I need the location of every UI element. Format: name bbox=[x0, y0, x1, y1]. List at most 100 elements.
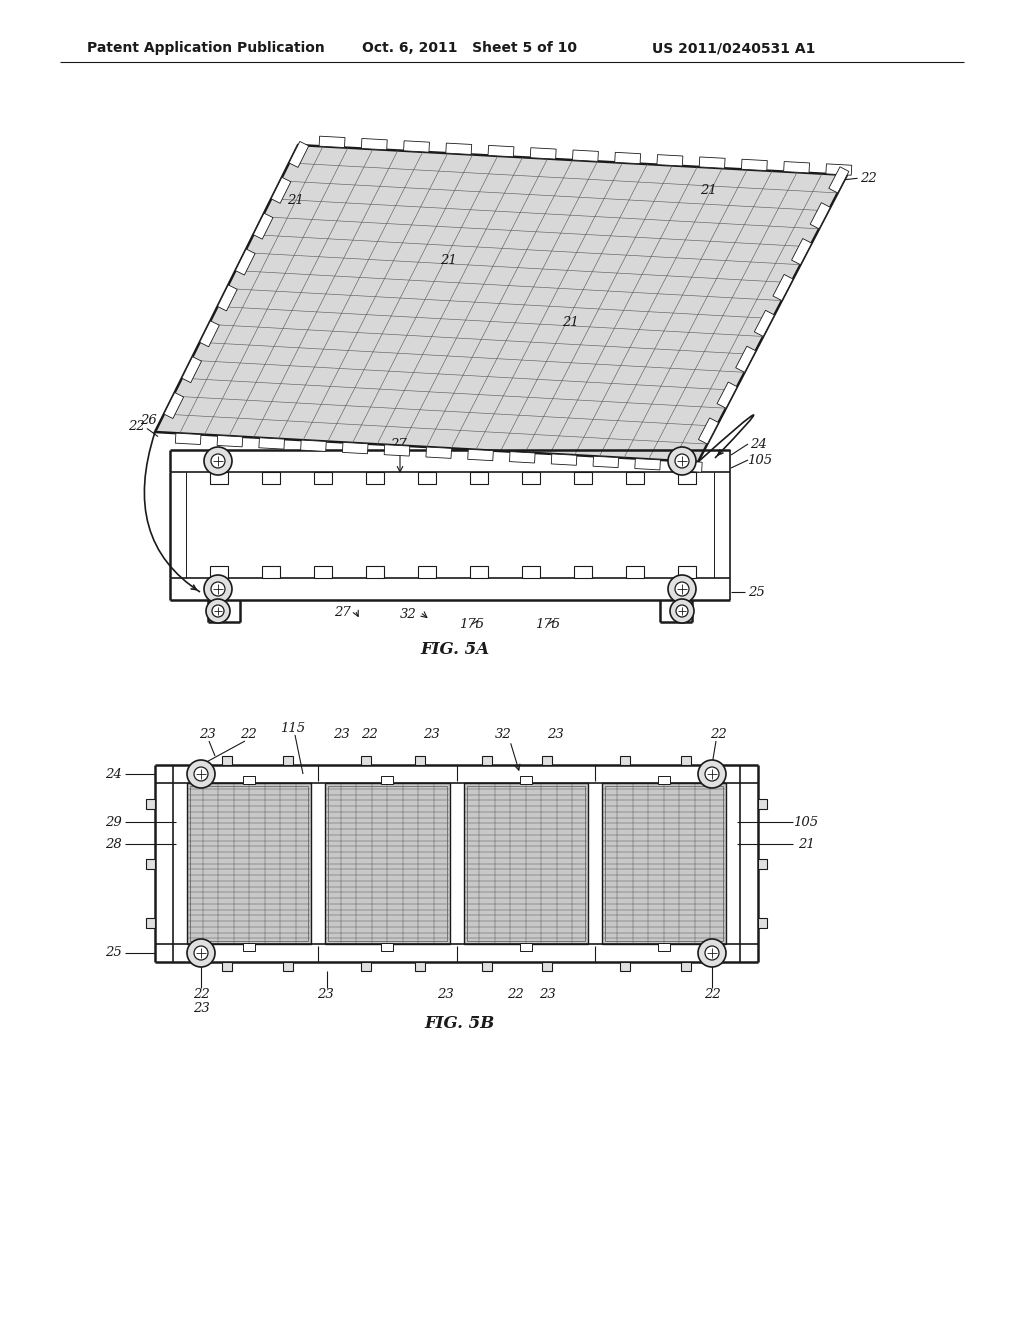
Text: 22: 22 bbox=[710, 729, 726, 742]
Bar bbox=[574, 473, 592, 484]
Polygon shape bbox=[826, 164, 852, 176]
Bar bbox=[262, 566, 280, 578]
Text: 22: 22 bbox=[240, 729, 256, 742]
Polygon shape bbox=[783, 161, 810, 173]
Text: 23: 23 bbox=[436, 987, 454, 1001]
Text: 22: 22 bbox=[193, 987, 209, 1001]
Polygon shape bbox=[301, 440, 327, 451]
Polygon shape bbox=[741, 160, 767, 170]
Circle shape bbox=[675, 582, 689, 597]
Polygon shape bbox=[828, 166, 849, 193]
Bar bbox=[210, 473, 228, 484]
Bar bbox=[758, 917, 767, 928]
Text: 22: 22 bbox=[703, 987, 720, 1001]
Bar bbox=[314, 473, 332, 484]
Bar bbox=[481, 756, 492, 766]
Bar bbox=[416, 756, 425, 766]
Polygon shape bbox=[593, 457, 618, 467]
Text: 22: 22 bbox=[360, 729, 378, 742]
Bar bbox=[470, 566, 488, 578]
Bar bbox=[657, 942, 670, 950]
Text: 23: 23 bbox=[539, 987, 555, 1001]
Text: 29: 29 bbox=[104, 816, 122, 829]
Polygon shape bbox=[236, 249, 255, 275]
Bar bbox=[361, 756, 371, 766]
Bar bbox=[381, 942, 393, 950]
Bar bbox=[283, 962, 293, 972]
Text: 21: 21 bbox=[699, 183, 717, 197]
Bar bbox=[366, 473, 384, 484]
Polygon shape bbox=[717, 381, 737, 408]
Text: Oct. 6, 2011   Sheet 5 of 10: Oct. 6, 2011 Sheet 5 of 10 bbox=[362, 41, 577, 55]
Polygon shape bbox=[200, 321, 219, 347]
Text: 22: 22 bbox=[859, 172, 877, 185]
Bar bbox=[187, 783, 311, 944]
Bar bbox=[243, 776, 255, 784]
Bar bbox=[243, 942, 255, 950]
Polygon shape bbox=[182, 356, 202, 383]
Polygon shape bbox=[164, 392, 183, 418]
Polygon shape bbox=[259, 438, 285, 449]
Circle shape bbox=[676, 605, 688, 616]
Text: 32: 32 bbox=[399, 607, 417, 620]
Text: 23: 23 bbox=[316, 987, 334, 1001]
Circle shape bbox=[211, 454, 225, 469]
Circle shape bbox=[194, 767, 208, 781]
Bar bbox=[146, 917, 155, 928]
Circle shape bbox=[705, 946, 719, 960]
Text: FIG. 5B: FIG. 5B bbox=[425, 1015, 496, 1032]
Text: 24: 24 bbox=[104, 767, 122, 780]
Polygon shape bbox=[175, 433, 201, 445]
Bar bbox=[574, 566, 592, 578]
Bar bbox=[522, 566, 540, 578]
Polygon shape bbox=[319, 136, 345, 148]
Polygon shape bbox=[253, 213, 273, 239]
Circle shape bbox=[194, 946, 208, 960]
Bar bbox=[283, 756, 293, 766]
Bar bbox=[657, 776, 670, 784]
Polygon shape bbox=[614, 152, 641, 164]
Polygon shape bbox=[384, 445, 410, 457]
Bar bbox=[626, 566, 644, 578]
Bar bbox=[605, 785, 723, 941]
Polygon shape bbox=[271, 177, 291, 203]
Bar bbox=[542, 962, 552, 972]
Bar bbox=[758, 800, 767, 809]
Bar bbox=[381, 776, 393, 784]
Bar bbox=[678, 566, 696, 578]
Bar bbox=[418, 566, 436, 578]
Bar bbox=[418, 473, 436, 484]
Bar bbox=[626, 473, 644, 484]
Text: 22: 22 bbox=[507, 987, 523, 1001]
Circle shape bbox=[668, 576, 696, 603]
Text: 24: 24 bbox=[750, 437, 766, 450]
Text: 27: 27 bbox=[334, 606, 350, 619]
Bar bbox=[681, 962, 690, 972]
Polygon shape bbox=[677, 461, 702, 473]
Circle shape bbox=[211, 582, 225, 597]
Text: 105: 105 bbox=[794, 816, 818, 829]
Circle shape bbox=[204, 576, 232, 603]
Text: 28: 28 bbox=[104, 837, 122, 850]
Polygon shape bbox=[445, 143, 472, 154]
Polygon shape bbox=[488, 145, 514, 157]
Circle shape bbox=[670, 599, 694, 623]
Polygon shape bbox=[342, 442, 368, 454]
Text: 32: 32 bbox=[495, 729, 511, 742]
Bar bbox=[519, 776, 531, 784]
Bar bbox=[329, 785, 446, 941]
Text: 23: 23 bbox=[423, 729, 439, 742]
Bar bbox=[467, 785, 585, 941]
Polygon shape bbox=[510, 451, 536, 463]
Bar bbox=[210, 566, 228, 578]
Circle shape bbox=[204, 447, 232, 475]
Circle shape bbox=[212, 605, 224, 616]
Polygon shape bbox=[468, 449, 494, 461]
Polygon shape bbox=[361, 139, 387, 150]
Polygon shape bbox=[792, 239, 812, 265]
Polygon shape bbox=[551, 454, 577, 465]
Text: 115: 115 bbox=[281, 722, 305, 735]
Text: 22: 22 bbox=[128, 421, 144, 433]
Polygon shape bbox=[810, 203, 830, 228]
Bar bbox=[681, 756, 690, 766]
